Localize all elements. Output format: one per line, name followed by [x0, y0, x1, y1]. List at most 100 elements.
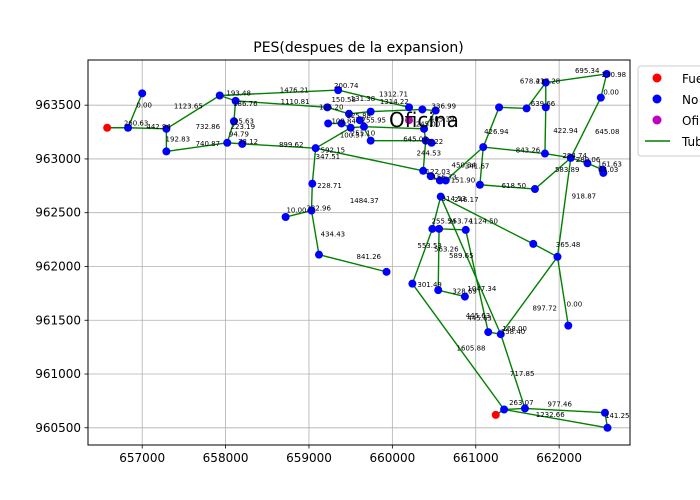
- pipe-length-label: 740.87: [196, 140, 221, 148]
- node-point: [419, 166, 428, 175]
- legend-label-nodes: No: [682, 93, 698, 107]
- pipe-segment: [524, 407, 606, 414]
- pipe-length-label: 1110.81: [281, 98, 310, 106]
- pipe-length-label: 328.69: [452, 287, 477, 295]
- pipe-length-label: 445.63: [467, 314, 492, 322]
- pipe-length-label: 841.26: [356, 253, 381, 261]
- y-tick-label: 961500: [35, 313, 81, 327]
- source-point: [491, 410, 500, 419]
- pipe-length-label: 365.48: [556, 241, 581, 249]
- y-tick-label: 963500: [35, 98, 81, 112]
- node-point: [599, 168, 608, 177]
- node-point: [346, 123, 355, 132]
- pipe-length-label: 639.66: [531, 100, 556, 108]
- pipe-segment: [499, 106, 527, 110]
- pipe-segment: [438, 289, 466, 298]
- node-point: [344, 109, 353, 118]
- pipe-length-label: 44.03: [598, 166, 618, 174]
- pipe-length-label: 341.67: [465, 163, 490, 171]
- pipe-segment: [570, 97, 602, 159]
- pipe-length-label: 230.98: [602, 71, 627, 79]
- pipe-length-label: 897.72: [532, 305, 557, 313]
- pipe-segment: [315, 127, 352, 149]
- node-point: [428, 224, 437, 233]
- pipe-length-label: 1312.71: [379, 91, 408, 99]
- pipe-segment: [500, 334, 526, 409]
- node-point: [427, 138, 436, 147]
- node-point: [435, 224, 444, 233]
- office-label: Oficina: [389, 108, 459, 132]
- pipe-length-label: 678.41: [520, 78, 545, 86]
- node-point: [366, 136, 375, 145]
- chart-title: PES(despues de la expansion): [253, 40, 464, 56]
- pipe-length-label: 168.00: [502, 325, 526, 333]
- node-point: [522, 104, 531, 113]
- node-point: [484, 328, 493, 337]
- node-point: [337, 119, 346, 128]
- node-point: [162, 147, 171, 156]
- pipe-segment: [128, 127, 167, 130]
- node-point: [138, 89, 147, 98]
- pipe-length-label: 95.63: [234, 117, 254, 125]
- x-tick-label: 660000: [369, 451, 415, 465]
- pipe-length-label: 1484.37: [350, 197, 379, 205]
- node-point: [308, 179, 317, 188]
- node-point: [307, 206, 316, 215]
- pipe-length-label: 583.89: [555, 166, 580, 174]
- pipe-length-label: 161.63: [597, 160, 622, 168]
- pipe-segment: [439, 228, 466, 231]
- node-point: [314, 250, 323, 259]
- legend-marker-nodes: [652, 94, 662, 104]
- legend-label-sources: Fue: [682, 72, 700, 86]
- pipe-length-label: 1232.66: [536, 411, 565, 419]
- pipe-segment: [363, 125, 425, 130]
- legend-marker-office: [652, 115, 662, 125]
- pipe-segment: [310, 210, 320, 255]
- pipe-length-label: 237.28: [536, 78, 561, 86]
- pipe-length-label: 253.74: [448, 217, 473, 225]
- pipe-segment: [482, 107, 500, 148]
- pipe-length-label: 695.34: [575, 67, 600, 75]
- node-point: [281, 213, 290, 222]
- node-point: [324, 119, 333, 128]
- pipe-length-label: 251.10: [351, 129, 376, 137]
- pipe-segment: [235, 100, 328, 109]
- pipe-length-label: 422.94: [553, 127, 578, 135]
- pipe-length-label: 645.07: [403, 136, 428, 144]
- node-point: [461, 225, 470, 234]
- pipe-length-label: 122.03: [426, 168, 451, 176]
- pipe-segment: [544, 107, 547, 154]
- node-point: [596, 93, 605, 102]
- pipe-segment: [337, 89, 410, 108]
- pipe-length-label: 100.57: [340, 131, 365, 139]
- y-tick-label: 960500: [35, 421, 81, 435]
- node-point: [418, 105, 427, 114]
- pipe-length-label: 223.19: [231, 123, 256, 131]
- node-point: [334, 86, 343, 95]
- pipe-segment: [479, 147, 484, 185]
- node-point: [583, 159, 592, 168]
- pipe-segment: [479, 184, 535, 190]
- pipe-length-label: 244.53: [417, 150, 442, 158]
- node-point: [479, 143, 488, 152]
- node-point: [520, 404, 529, 413]
- pipe-length-label: 141.25: [605, 412, 630, 420]
- pipe-length-label: 0.00: [603, 88, 619, 96]
- pipe-length-label: 193.48: [226, 89, 251, 97]
- pipe-length-label: 260.63: [124, 120, 148, 128]
- grid-layer: [88, 60, 630, 445]
- pipe-length-label: 192.83: [166, 136, 191, 144]
- node-point: [355, 116, 364, 125]
- pipe-segment: [445, 146, 484, 181]
- node-point: [215, 91, 224, 100]
- pipe-segment: [437, 228, 440, 291]
- pipe-length-label: 843.26: [516, 146, 541, 154]
- pipe-length-label: 151.90: [451, 177, 476, 185]
- pipe-length-label: 336.99: [432, 102, 457, 110]
- node-point: [441, 176, 450, 185]
- y-tick-label: 961000: [35, 367, 81, 381]
- node-point: [475, 180, 484, 189]
